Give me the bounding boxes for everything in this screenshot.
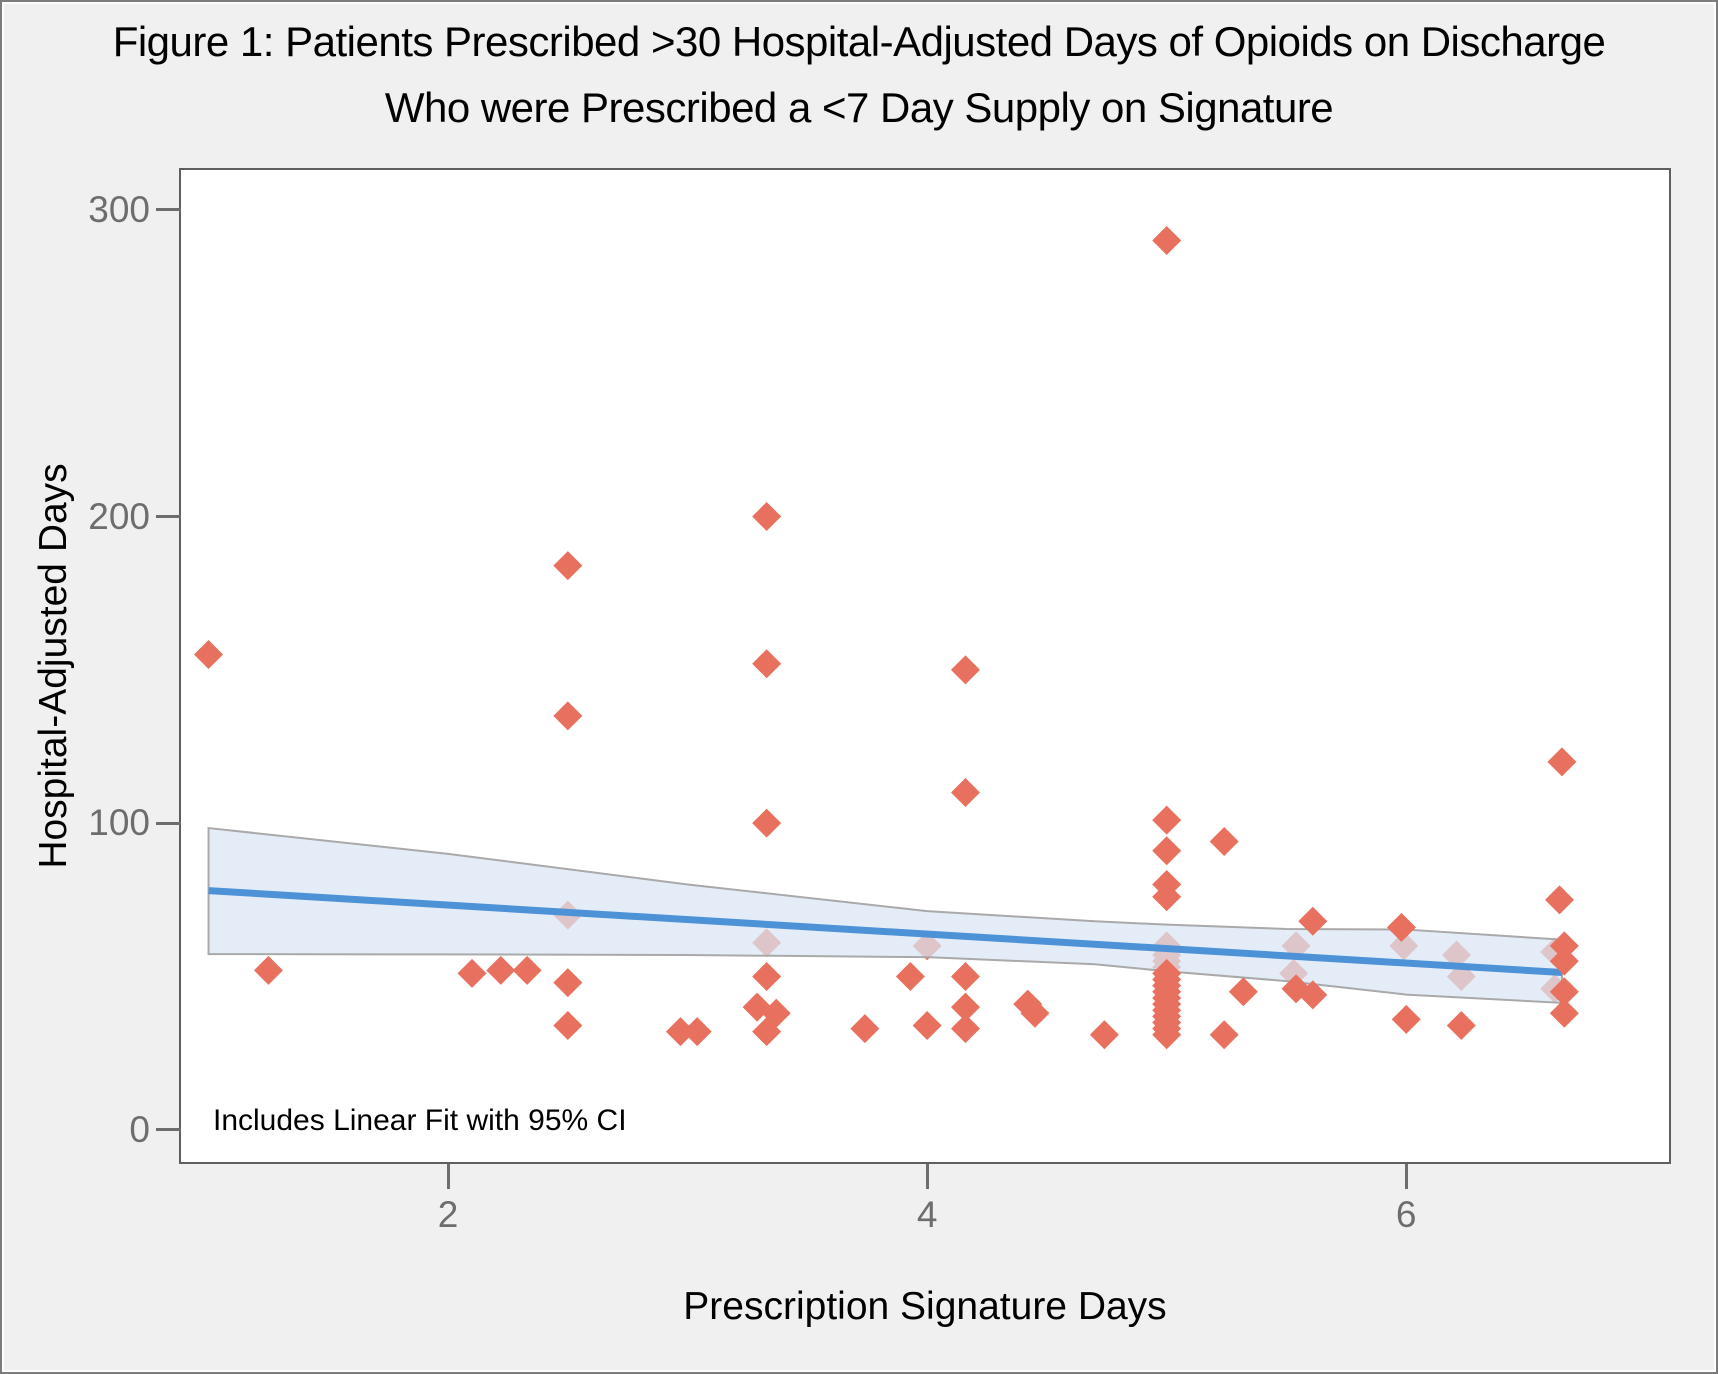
data-point-diamond: [1549, 998, 1579, 1028]
data-point-diamond: [1545, 885, 1575, 915]
chart-title-line-2: Who were Prescribed a <7 Day Supply on S…: [384, 84, 1334, 131]
data-point-diamond: [457, 958, 487, 988]
data-point-diamond: [1152, 226, 1182, 256]
data-point-diamond: [665, 1017, 695, 1047]
x-tick-label: 6: [1395, 1194, 1417, 1235]
data-point-diamond: [752, 502, 782, 532]
x-tick-label: 4: [916, 1194, 938, 1235]
data-point-diamond: [1228, 977, 1258, 1007]
data-point-diamond: [1089, 1020, 1119, 1050]
data-point-diamond: [950, 961, 980, 991]
plot-area: Includes Linear Fit with 95% CI: [179, 168, 1671, 1164]
data-point-diamond: [1386, 912, 1416, 942]
data-point-diamond: [1547, 747, 1577, 777]
data-point-diamond: [1209, 1020, 1239, 1050]
data-point-diamond: [1209, 827, 1239, 857]
data-point-diamond: [752, 961, 782, 991]
data-point-diamond: [850, 1014, 880, 1044]
data-point-diamond: [1446, 1011, 1476, 1041]
y-tick-mark: [156, 1128, 181, 1132]
chart-title-line-1: Figure 1: Patients Prescribed >30 Hospit…: [112, 18, 1606, 65]
y-tick-mark: [156, 515, 181, 518]
data-point-diamond: [682, 1017, 712, 1047]
data-point-diamond: [1549, 931, 1579, 961]
data-point-diamond: [1549, 977, 1579, 1007]
data-point-diamond: [1298, 980, 1328, 1010]
data-point-diamond: [512, 955, 542, 985]
scatter-plot-canvas: [194, 226, 1579, 1050]
x-tick-mark: [1404, 1164, 1408, 1189]
data-point-diamond: [950, 655, 980, 685]
y-tick-label: 200: [88, 495, 150, 537]
data-point-diamond: [912, 1011, 942, 1041]
data-point-diamond: [1152, 836, 1182, 866]
y-tick-mark: [156, 208, 181, 212]
data-point-diamond: [486, 955, 516, 985]
data-point-diamond: [950, 1014, 980, 1044]
data-point-diamond: [761, 998, 791, 1028]
data-point-diamond: [752, 649, 782, 679]
data-point-diamond: [1152, 882, 1182, 912]
data-point-diamond: [553, 968, 583, 998]
x-tick-label: 2: [437, 1194, 459, 1235]
data-point-diamond: [1152, 1020, 1182, 1050]
data-point-diamond: [752, 808, 782, 838]
data-point-diamond: [194, 640, 224, 670]
data-point-diamond: [1549, 946, 1579, 976]
y-tick-label: 0: [129, 1108, 150, 1150]
x-tick-mark: [446, 1164, 450, 1189]
linear-fit-line: [208, 887, 1563, 976]
data-point-diamond: [950, 777, 980, 807]
data-point-diamond: [1298, 906, 1328, 936]
data-point-diamond: [895, 961, 925, 991]
data-point-diamond: [1152, 805, 1182, 835]
y-tick-mark: [156, 821, 181, 825]
x-tick-mark: [925, 1164, 929, 1189]
data-point-diamond: [253, 955, 283, 985]
data-point-diamond: [1020, 998, 1050, 1028]
x-axis-title: Prescription Signature Days: [683, 1285, 1167, 1328]
y-tick-label: 300: [88, 188, 150, 230]
data-point-diamond: [553, 551, 583, 581]
data-point-diamond: [553, 1011, 583, 1041]
data-point-diamond: [950, 992, 980, 1022]
confidence-band: [207, 826, 1563, 1004]
data-point-diamond: [553, 701, 583, 731]
ci-note: Includes Linear Fit with 95% CI: [213, 1104, 627, 1137]
y-tick-label: 100: [88, 802, 150, 844]
data-point-diamond: [1391, 1004, 1421, 1034]
